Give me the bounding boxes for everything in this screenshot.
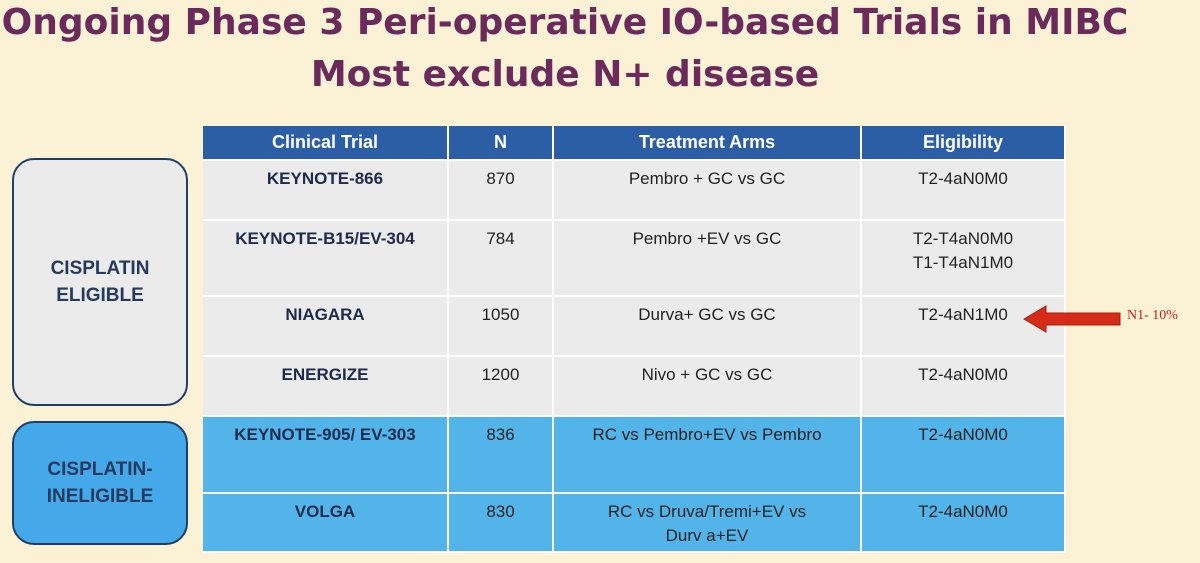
table-row: ENERGIZE 1200 Nivo + GC vs GC T2-4aN0M0	[203, 356, 1066, 417]
eligibility: T2-4aN0M0	[918, 169, 1008, 188]
eligibility: T2-T4aN0M0	[912, 229, 1014, 248]
trial-name: VOLGA	[294, 502, 356, 521]
trial-n: 830	[486, 502, 515, 521]
table-row: KEYNOTE-B15/EV-304 784 Pembro +EV vs GC …	[203, 220, 1066, 297]
trial-name: KEYNOTE-B15/EV-304	[235, 229, 415, 248]
trial-n: 1200	[481, 365, 520, 384]
treatment-arms: RC vs Druva/Tremi+EV vs Durv a+EV	[607, 502, 807, 545]
treatment-arms: Nivo + GC vs GC	[641, 365, 773, 384]
treatment-arms: Pembro + GC vs GC	[628, 169, 786, 188]
group-label-line1: CISPLATIN-	[47, 459, 153, 480]
table-row: NIAGARA 1050 Durva+ GC vs GC T2-4aN1M0	[203, 296, 1066, 357]
trial-n: 870	[486, 169, 515, 188]
treatment-arms: Durva+ GC vs GC	[638, 305, 776, 324]
trial-name: ENERGIZE	[281, 365, 369, 384]
treatment-arms: RC vs Pembro+EV vs Pembro	[592, 425, 822, 444]
cisplatin-ineligible-box: CISPLATIN- INELIGIBLE	[12, 421, 188, 545]
trial-name: KEYNOTE-866	[266, 169, 384, 188]
n1-percentage-note: N1- 10%	[1127, 308, 1178, 323]
eligibility: T2-4aN0M0	[918, 425, 1008, 444]
trial-n: 836	[486, 425, 515, 444]
trial-name: KEYNOTE-905/ EV-303	[234, 425, 416, 444]
table-header-row: Clinical Trial N Treatment Arms Eligibil…	[203, 126, 1066, 161]
trial-n: 784	[486, 229, 515, 248]
treatment-arms: Pembro +EV vs GC	[632, 229, 782, 248]
group-label-line2: INELIGIBLE	[46, 486, 154, 507]
eligibility: T2-4aN0M0	[918, 365, 1008, 384]
header-treatment-arms: Treatment Arms	[553, 126, 862, 161]
slide-title: Ongoing Phase 3 Peri-operative IO-based …	[1, 2, 1129, 43]
trials-table: Clinical Trial N Treatment Arms Eligibil…	[203, 126, 1066, 553]
header-eligibility: Eligibility	[861, 126, 1066, 161]
header-clinical-trial: Clinical Trial	[203, 126, 449, 161]
eligibility: T2-4aN1M0	[918, 305, 1008, 324]
left-arrow-icon	[1023, 305, 1121, 333]
trial-n: 1050	[481, 305, 520, 324]
cisplatin-eligible-box: CISPLATIN ELIGIBLE	[12, 158, 188, 406]
header-n: N	[448, 126, 554, 161]
trial-name: NIAGARA	[285, 305, 365, 324]
table-row: KEYNOTE-866 870 Pembro + GC vs GC T2-4aN…	[203, 160, 1066, 221]
group-label-line1: CISPLATIN	[50, 258, 150, 279]
group-label-line2: ELIGIBLE	[56, 285, 144, 306]
slide-subtitle: Most exclude N+ disease	[310, 54, 820, 95]
table-row: VOLGA 830 RC vs Druva/Tremi+EV vs Durv a…	[203, 493, 1066, 553]
eligibility-line2: T1-T4aN1M0	[912, 253, 1014, 272]
table-row: KEYNOTE-905/ EV-303 836 RC vs Pembro+EV …	[203, 416, 1066, 494]
eligibility: T2-4aN0M0	[918, 502, 1008, 521]
